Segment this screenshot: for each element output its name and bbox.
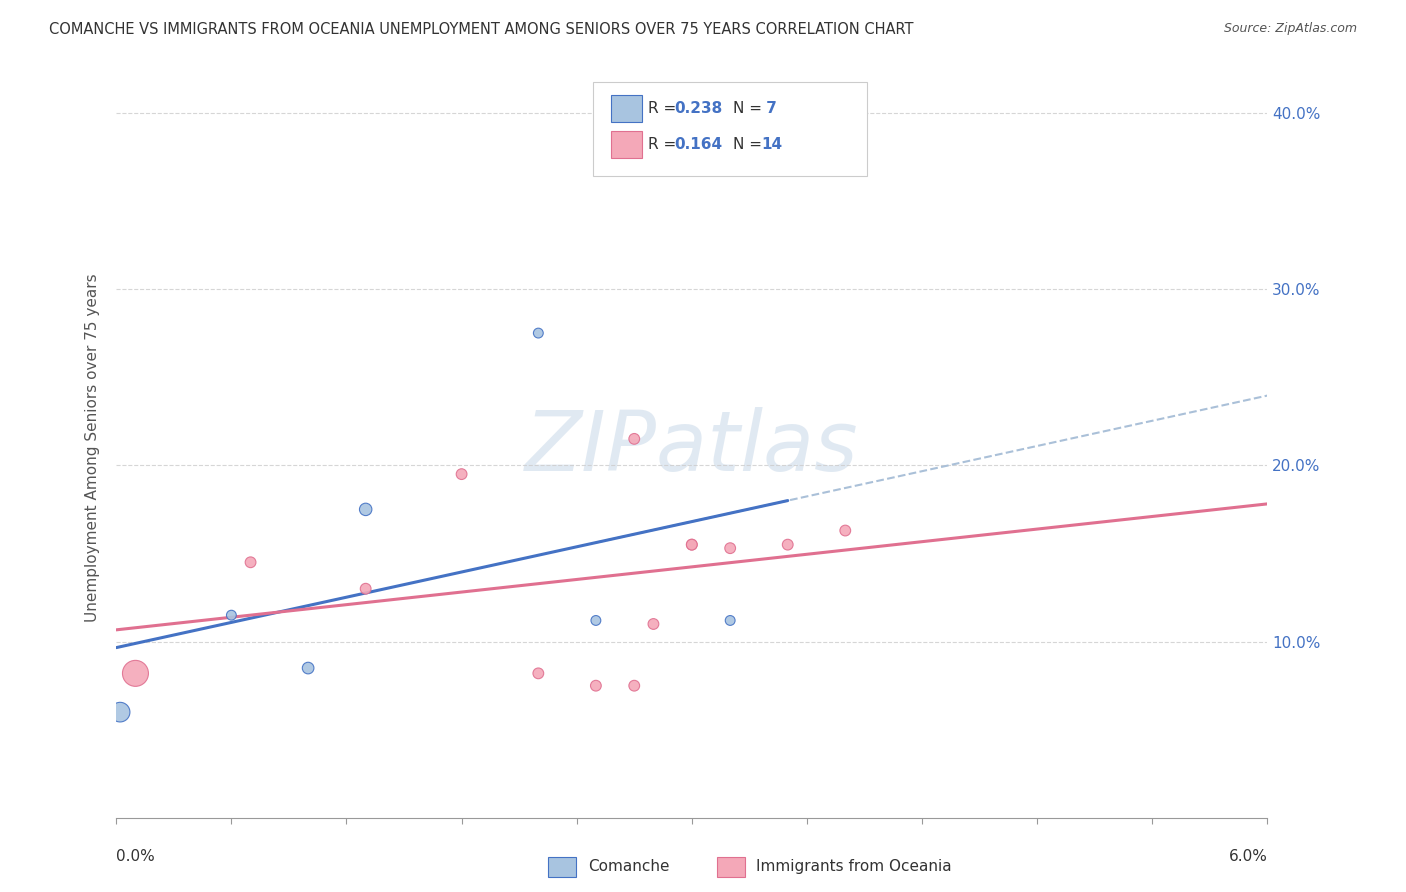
Text: N =: N = bbox=[734, 101, 768, 116]
Point bbox=[124, 666, 146, 681]
Point bbox=[297, 661, 319, 675]
Point bbox=[354, 582, 377, 596]
Point bbox=[718, 614, 741, 628]
Point bbox=[585, 614, 607, 628]
Text: Source: ZipAtlas.com: Source: ZipAtlas.com bbox=[1223, 22, 1357, 36]
Point bbox=[681, 538, 703, 552]
Point bbox=[354, 502, 377, 516]
Point bbox=[221, 608, 243, 623]
Point bbox=[643, 617, 665, 632]
Point bbox=[681, 538, 703, 552]
Text: Immigrants from Oceania: Immigrants from Oceania bbox=[756, 860, 952, 874]
Point bbox=[776, 538, 799, 552]
Point bbox=[718, 541, 741, 556]
Text: 7: 7 bbox=[762, 101, 778, 116]
Text: N =: N = bbox=[734, 136, 768, 152]
Point bbox=[585, 679, 607, 693]
Point bbox=[239, 555, 262, 569]
Text: COMANCHE VS IMMIGRANTS FROM OCEANIA UNEMPLOYMENT AMONG SENIORS OVER 75 YEARS COR: COMANCHE VS IMMIGRANTS FROM OCEANIA UNEM… bbox=[49, 22, 914, 37]
Text: ZIPatlas: ZIPatlas bbox=[524, 407, 859, 488]
Point bbox=[834, 524, 856, 538]
Text: R =: R = bbox=[648, 136, 681, 152]
Text: 0.0%: 0.0% bbox=[117, 849, 155, 864]
Text: 14: 14 bbox=[762, 136, 783, 152]
Y-axis label: Unemployment Among Seniors over 75 years: Unemployment Among Seniors over 75 years bbox=[86, 273, 100, 622]
Point bbox=[450, 467, 472, 482]
Text: R =: R = bbox=[648, 101, 681, 116]
Text: 0.164: 0.164 bbox=[675, 136, 723, 152]
Text: Comanche: Comanche bbox=[588, 860, 669, 874]
Point bbox=[623, 679, 645, 693]
Text: 6.0%: 6.0% bbox=[1229, 849, 1267, 864]
Point bbox=[527, 666, 550, 681]
Text: 0.238: 0.238 bbox=[675, 101, 723, 116]
Point bbox=[108, 705, 131, 719]
Point bbox=[527, 326, 550, 340]
Point bbox=[623, 432, 645, 446]
